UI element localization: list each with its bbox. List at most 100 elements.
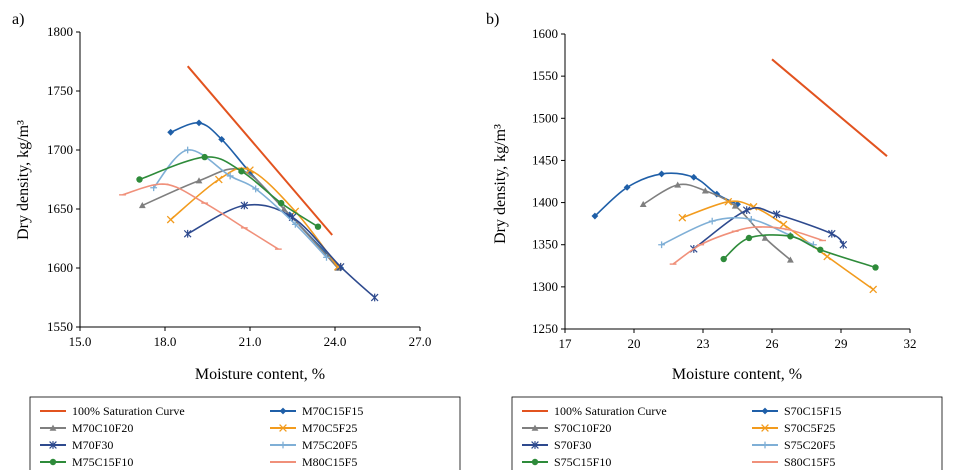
chart-b-point-s75c15f10: [787, 233, 794, 240]
chart-b-point-s75c15f10: [720, 255, 727, 263]
chart-a-series-m75c15f10: [136, 153, 322, 230]
chart-b-point-s70f30: [742, 206, 751, 215]
chart-a-point-m75c15f10: [277, 199, 285, 207]
chart-b-lines: [591, 58, 888, 294]
chart-a-line-m70f30: [187, 203, 376, 299]
chart-a-point-m70c15f15: [167, 128, 175, 136]
chart-a-line-100-saturation-curve: [186, 65, 333, 236]
chart-a-point-m75c20f5: [252, 185, 260, 193]
chart-b-point-s75c20f5: [658, 241, 665, 249]
chart-a-legend-item-m70c15f15: M70C15F15: [270, 404, 363, 418]
chart-b-series-100-saturation-curve: [771, 58, 888, 157]
chart-a-point-m70c10f20: [138, 202, 146, 209]
chart-b-legend-marker: [531, 458, 539, 466]
chart-b-y-tick-label: 1300: [532, 279, 558, 294]
chart-a-y-axis-title: Dry density, kg/m³: [15, 120, 32, 240]
chart-a-legend-label: M80C15F5: [302, 455, 357, 469]
chart-b-legend-label: S70C5F25: [784, 421, 835, 435]
chart-b-legend-marker: [761, 407, 769, 415]
chart-a-point-m70c10f20: [280, 205, 288, 212]
chart-a-legend-item-m70c5f25: M70C5F25: [270, 421, 357, 435]
chart-b-x-tick-label: 17: [559, 336, 573, 351]
chart-a-x-axis-title: Moisture content, %: [195, 366, 325, 383]
chart-a-legend-marker: [279, 407, 287, 415]
chart-a-line-m75c20f5: [153, 149, 328, 258]
chart-b-y-tick-label: 1600: [532, 26, 558, 41]
chart-a-point-m75c20f5: [323, 253, 330, 261]
chart-a-legend-label: M70C5F25: [302, 421, 357, 435]
chart-a-legend-label: M70C10F20: [72, 421, 133, 435]
chart-a-legend-marker: [49, 458, 57, 466]
chart-a-legend-item-m80c15f5: M80C15F5: [270, 455, 357, 469]
chart-b-y-tick-label: 1250: [532, 321, 558, 336]
chart-b-point-s70c5f25: [779, 220, 788, 229]
chart-a-legend-item-m75c20f5: M75C20F5: [270, 438, 357, 452]
chart-b-legend-item-s75c15f10: S75C15F10: [522, 455, 611, 469]
chart-b-line-s70c5f25: [682, 200, 874, 291]
chart-b-point-s70c10f20: [639, 200, 647, 207]
chart-a-point-m70c10f20: [195, 177, 203, 184]
chart-b-series-s70f30: [689, 206, 848, 253]
chart-a-point-m75c15f10: [136, 176, 143, 183]
chart-b-line-s80c15f5: [672, 226, 823, 265]
chart-b-x-tick-label: 20: [628, 336, 641, 351]
chart-b-legend-marker: [761, 424, 769, 432]
chart-a-legend-marker: [49, 441, 57, 449]
chart-b-legend-item-100-saturation-curve: 100% Saturation Curve: [522, 404, 667, 418]
chart-b-y-tick-label: 1550: [532, 68, 558, 83]
chart-b-point-s70c15f15: [713, 190, 721, 198]
chart-a-legend-label: M75C20F5: [302, 438, 357, 452]
chart-a-legend-label: M70C15F15: [302, 404, 363, 418]
chart-b-point-s75c15f10: [872, 264, 879, 271]
chart-a-x-tick-label: 27.0: [409, 334, 432, 349]
chart-b-point-s70f30: [772, 210, 781, 219]
chart-a-legend-item-m70c10f20: M70C10F20: [40, 421, 133, 435]
chart-a-point-m75c15f10: [238, 168, 245, 175]
chart-b-point-s75c15f10: [745, 234, 753, 242]
chart-b-point-s70c15f15: [623, 184, 631, 191]
chart-a-y-tick-label: 1750: [47, 83, 73, 98]
chart-b-legend-marker: [531, 424, 539, 431]
chart-a-legend-marker: [49, 424, 57, 431]
chart-b-point-s70c10f20: [731, 202, 739, 209]
chart-a-series-100-saturation-curve: [186, 65, 333, 236]
chart-b-point-s70c15f15: [690, 173, 698, 181]
chart-a-y-tick-label: 1650: [47, 201, 73, 216]
chart-b-point-s70f30: [827, 229, 836, 238]
chart-a-legend-item-m75c15f10: M75C15F10: [40, 455, 133, 469]
chart-b-legend: 100% Saturation Curve S70C15F15 S70C10F20 S…: [511, 396, 943, 470]
chart-a-legend-item-m70f30: M70F30: [40, 438, 113, 452]
chart-b-point-s70c5f25: [823, 252, 832, 261]
chart-b-legend-label: S70F30: [554, 438, 591, 452]
chart-b-x-tick-label: 26: [766, 336, 780, 351]
chart-b-y-tick-label: 1350: [532, 237, 558, 252]
chart-a-y-tick-label: 1550: [47, 319, 73, 334]
chart-a-point-m75c20f5: [226, 172, 234, 180]
chart-a-x-tick-label: 15.0: [69, 334, 92, 349]
chart-b-legend-label: S80C15F5: [784, 455, 835, 469]
chart-a-point-m70c5f25: [246, 166, 254, 174]
chart-a-series-m70f30: [183, 201, 379, 302]
chart-a-point-m70f30: [183, 229, 192, 238]
chart-b-point-s70c10f20: [787, 256, 794, 263]
chart-b-point-s70c15f15: [734, 200, 741, 208]
chart-a-point-m70f30: [336, 262, 345, 271]
chart-b-point-s70c5f25: [869, 285, 878, 294]
chart-b-y-tick-label: 1500: [532, 110, 558, 125]
chart-a-x-tick-label: 24.0: [324, 334, 347, 349]
chart-b-y-axis-title: Dry density, kg/m³: [492, 124, 509, 244]
panel-label-a: a): [12, 11, 24, 28]
chart-b-legend-item-s70f30: S70F30: [522, 438, 591, 452]
chart-a-point-m75c15f10: [201, 153, 208, 161]
chart-b-legend-item-s70c15f15: S70C15F15: [752, 404, 841, 418]
chart-b-legend-label: S70C15F15: [784, 404, 841, 418]
chart-a-legend-item-100-saturation-curve: 100% Saturation Curve: [40, 404, 185, 418]
chart-a-point-m70f30: [370, 293, 379, 302]
chart-b-y-tick-label: 1400: [532, 195, 558, 210]
chart-b-line-s70c10f20: [642, 183, 791, 261]
chart-b-ticks: 1250 1300 1350 1400 1450 1500 1550 1600 17 20 23 26…: [532, 26, 917, 351]
chart-a-point-m75c20f5: [291, 220, 299, 228]
chart-b-point-s75c20f5: [747, 216, 755, 223]
chart-b-x-tick-label: 23: [697, 336, 710, 351]
